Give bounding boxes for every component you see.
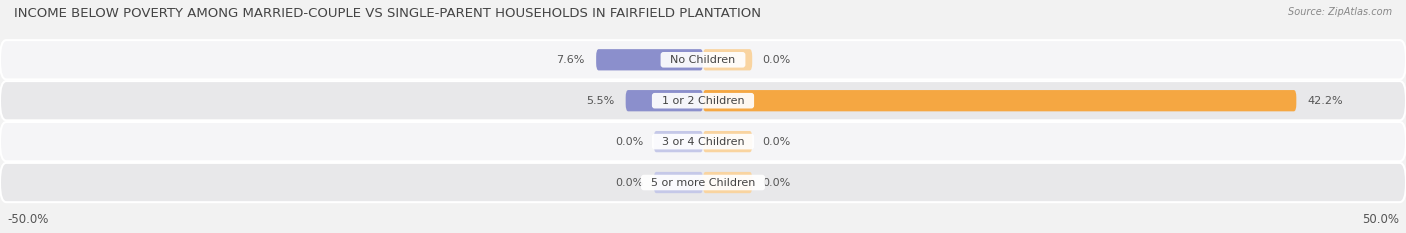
FancyBboxPatch shape — [703, 172, 752, 193]
FancyBboxPatch shape — [703, 49, 752, 70]
Text: 0.0%: 0.0% — [616, 178, 644, 188]
Text: 50.0%: 50.0% — [1362, 212, 1399, 226]
Text: 0.0%: 0.0% — [762, 55, 790, 65]
Text: 0.0%: 0.0% — [616, 137, 644, 147]
Text: 7.6%: 7.6% — [557, 55, 585, 65]
Text: 0.0%: 0.0% — [762, 137, 790, 147]
Text: 5 or more Children: 5 or more Children — [644, 178, 762, 188]
FancyBboxPatch shape — [0, 81, 1406, 120]
Text: INCOME BELOW POVERTY AMONG MARRIED-COUPLE VS SINGLE-PARENT HOUSEHOLDS IN FAIRFIE: INCOME BELOW POVERTY AMONG MARRIED-COUPL… — [14, 7, 761, 20]
Text: No Children: No Children — [664, 55, 742, 65]
FancyBboxPatch shape — [0, 40, 1406, 79]
FancyBboxPatch shape — [596, 49, 703, 70]
FancyBboxPatch shape — [654, 172, 703, 193]
Text: -50.0%: -50.0% — [7, 212, 48, 226]
FancyBboxPatch shape — [703, 131, 752, 152]
Text: 1 or 2 Children: 1 or 2 Children — [655, 96, 751, 106]
FancyBboxPatch shape — [0, 163, 1406, 202]
FancyBboxPatch shape — [0, 122, 1406, 161]
Text: 5.5%: 5.5% — [586, 96, 614, 106]
Text: 42.2%: 42.2% — [1308, 96, 1343, 106]
FancyBboxPatch shape — [626, 90, 703, 111]
Text: 3 or 4 Children: 3 or 4 Children — [655, 137, 751, 147]
Text: Source: ZipAtlas.com: Source: ZipAtlas.com — [1288, 7, 1392, 17]
FancyBboxPatch shape — [654, 131, 703, 152]
FancyBboxPatch shape — [703, 90, 1296, 111]
Text: 0.0%: 0.0% — [762, 178, 790, 188]
